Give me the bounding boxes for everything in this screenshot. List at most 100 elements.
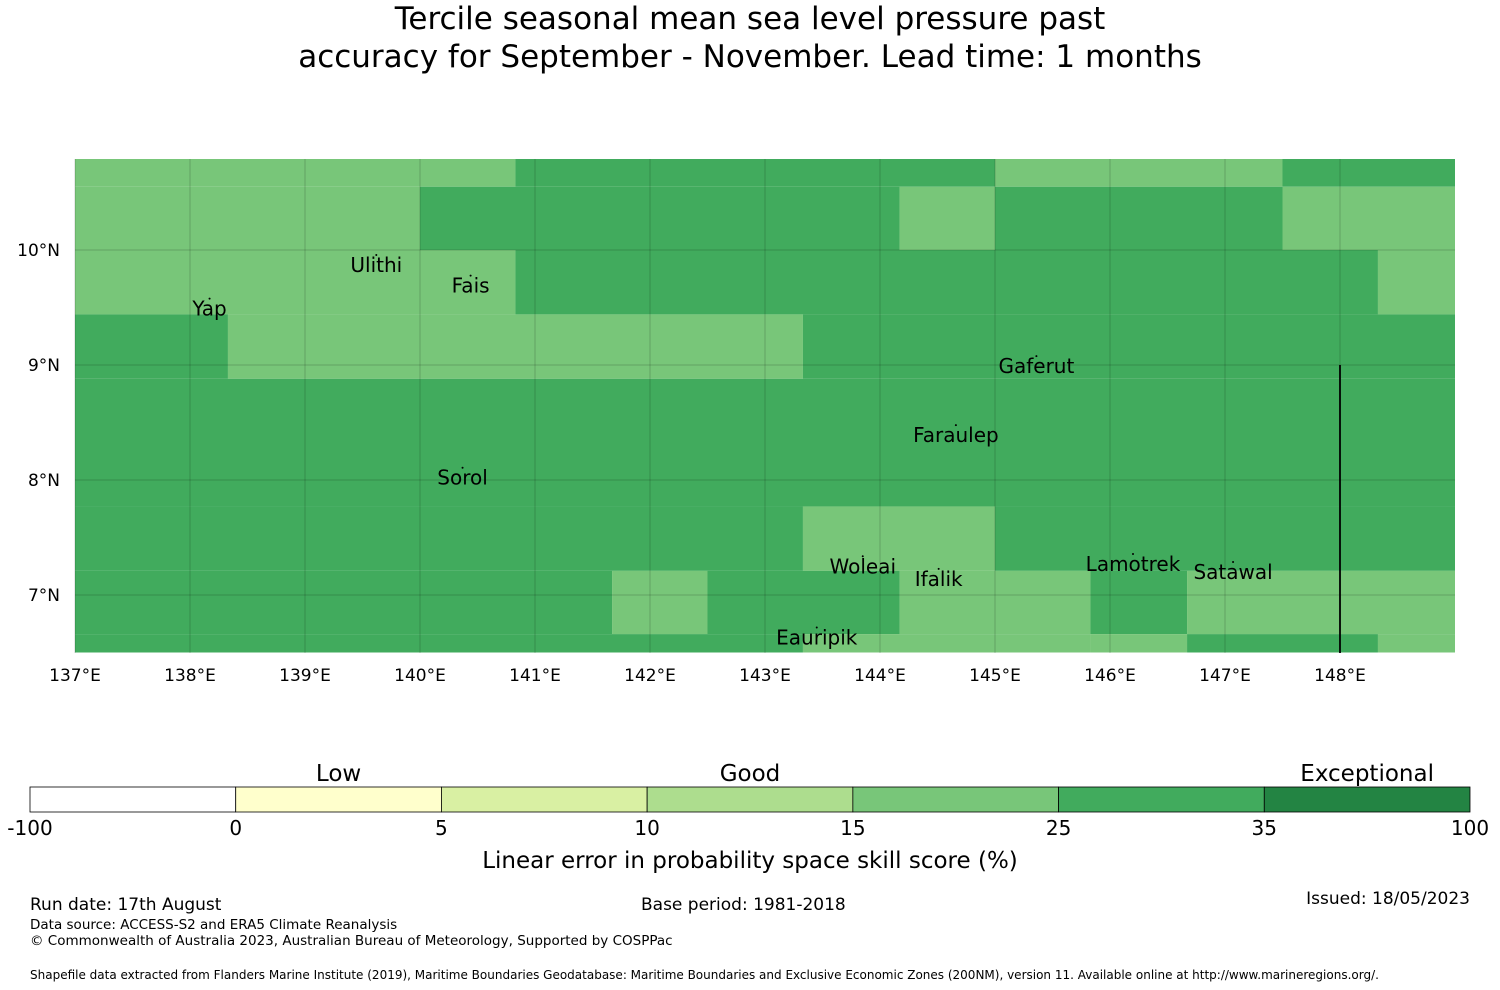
lon-tick-label: 139°E [279, 666, 331, 686]
island-marker [1035, 355, 1038, 358]
colorbar-segment [852, 786, 1059, 813]
colorbar-legend: -100 0 5 10 15 25 35 100 Low Good Exceptional Linea… [7, 761, 1489, 874]
island-marker [861, 555, 864, 558]
lon-tick-label: 140°E [394, 666, 446, 686]
skill-cell-15 [802, 314, 1455, 379]
skill-cell-3 [995, 159, 1283, 187]
skill-cell-14 [227, 314, 803, 379]
island-marker [375, 253, 378, 256]
island-label: Eauripik [776, 626, 858, 650]
skill-cell-30 [1377, 634, 1455, 653]
island-label: Lamotrek [1086, 552, 1181, 576]
skill-cell-24 [1090, 570, 1188, 635]
lon-tick-label: 141°E [509, 666, 561, 686]
skill-cell-2 [515, 159, 995, 187]
colorbar-segment [1263, 786, 1471, 813]
colorbar-tick-label: -100 [7, 816, 52, 840]
skill-cell-1 [420, 159, 516, 187]
skill-cell-0 [75, 159, 420, 187]
colorbar-segment [29, 786, 237, 813]
base-period: Base period: 1981-2018 [641, 895, 846, 915]
copyright-notice: © Commonwealth of Australia 2023, Austra… [30, 933, 673, 949]
island-label: Faraulep [913, 423, 999, 447]
lon-tick-label: 147°E [1199, 666, 1251, 686]
skill-cell-9 [1282, 186, 1455, 250]
island-marker [1132, 552, 1134, 555]
colorbar-segment [235, 786, 442, 813]
skill-cell-10 [75, 250, 516, 315]
lon-tick-label: 146°E [1084, 666, 1136, 686]
island-marker [937, 567, 940, 570]
skill-cell-23 [899, 570, 1091, 635]
island-label: Sorol [437, 466, 488, 490]
lon-tick-label: 138°E [164, 666, 216, 686]
lon-tick-label: 142°E [624, 666, 676, 686]
island-label: Fais [452, 274, 490, 298]
shapefile-credit: Shapefile data extracted from Flanders M… [30, 968, 1379, 982]
skill-cell-22 [707, 570, 900, 635]
skill-cells-layer [75, 159, 1455, 653]
title-line-2: accuracy for September - November. Lead … [298, 39, 1202, 75]
skill-cell-12 [1377, 250, 1455, 315]
island-marker [815, 626, 818, 629]
island-label: Ifalik [915, 567, 963, 591]
island-labels-layer: Yap Ulithi Fais Gaferut Faraulep Sorol Woleai I… [191, 253, 1272, 650]
island-marker [208, 297, 211, 300]
skill-category-label: Good [720, 761, 781, 787]
colorbar-tick-label: 0 [229, 816, 242, 840]
skill-category-label: Low [316, 761, 361, 787]
skill-map: Yap Ulithi Fais Gaferut Faraulep Sorol Woleai I… [7, 159, 1489, 874]
skill-cell-27 [802, 634, 1091, 653]
island-label: Woleai [829, 554, 896, 578]
island-marker [954, 424, 957, 427]
island-marker [1232, 561, 1235, 563]
colorbar-segment [441, 786, 648, 813]
colorbar-tick-label: 25 [1046, 816, 1071, 840]
lat-tick-label: 7°N [28, 586, 60, 606]
map-axes-layer: 137°E 138°E 139°E 140°E 141°E 142°E 143°E 144°E… [17, 241, 1366, 686]
island-label: Yap [191, 297, 226, 321]
colorbar-tick-label: 10 [634, 816, 659, 840]
island-marker [469, 274, 472, 277]
skill-cell-4 [1282, 159, 1455, 187]
colorbar-segment [646, 786, 854, 813]
lat-tick-label: 10°N [17, 241, 60, 261]
island-marker [461, 466, 464, 469]
title-line-1: Tercile seasonal mean sea level pressure… [394, 1, 1106, 37]
issued-date: Issued: 18/05/2023 [1306, 889, 1470, 909]
skill-cell-20 [75, 570, 613, 635]
skill-cell-13 [75, 314, 228, 379]
colorbar-segment [1058, 786, 1265, 813]
island-label: Ulithi [350, 253, 402, 277]
colorbar-tick-label: 100 [1451, 816, 1489, 840]
skill-cell-29 [1187, 634, 1378, 653]
skill-cell-17 [75, 506, 803, 571]
skill-category-label: Exceptional [1300, 761, 1434, 787]
lon-tick-label: 145°E [969, 666, 1021, 686]
skill-cell-8 [995, 186, 1283, 250]
colorbar-axis-label: Linear error in probability space skill … [482, 848, 1018, 874]
skill-cell-7 [899, 186, 995, 250]
skill-cell-21 [612, 570, 708, 635]
skill-cell-19 [995, 506, 1455, 571]
lat-tick-label: 9°N [28, 356, 60, 376]
lon-tick-label: 144°E [854, 666, 906, 686]
island-label: Satawal [1193, 560, 1272, 584]
lon-tick-label: 137°E [49, 666, 101, 686]
skill-cell-16 [75, 378, 1455, 507]
colorbar-tick-label: 15 [840, 816, 865, 840]
lat-tick-label: 8°N [28, 471, 60, 491]
skill-cell-25 [1187, 570, 1455, 635]
skill-cell-6 [420, 186, 900, 250]
lon-tick-label: 143°E [739, 666, 791, 686]
skill-cell-11 [515, 250, 1378, 315]
graticule-layer [74, 159, 1455, 653]
lon-tick-label: 148°E [1314, 666, 1366, 686]
skill-cell-26 [75, 634, 803, 653]
colorbar-tick-label: 5 [435, 816, 448, 840]
data-source: Data source: ACCESS-S2 and ERA5 Climate … [30, 917, 398, 933]
skill-cell-5 [75, 186, 420, 250]
skill-cell-28 [1090, 634, 1188, 653]
run-date: Run date: 17th August [30, 895, 222, 915]
island-label: Gaferut [998, 354, 1074, 378]
